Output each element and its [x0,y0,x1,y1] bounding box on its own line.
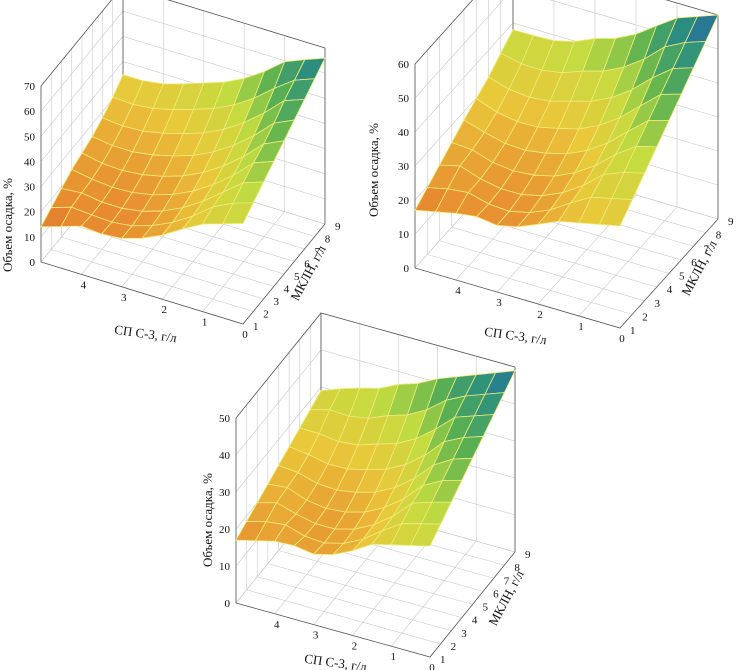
y-tick-label: 2 [263,309,269,321]
z-tick-label: 40 [219,450,231,462]
x-tick-label: 1 [202,317,208,329]
x-axis-title: СП С-3, г/л [484,324,549,348]
x-tick-label: 2 [537,309,543,321]
x-axis-title: СП С-3, г/л [304,651,369,670]
x-tick-label: 1 [578,321,584,333]
y-tick-label: 1 [253,321,259,333]
z-tick-label: 70 [24,81,36,93]
x-tick-label: 1 [390,651,396,663]
x-axis: 0 1 2 3 4 [455,285,625,345]
x-tick-label: 4 [455,285,461,297]
z-axis-title: Объем осадка, % [366,123,381,217]
y-tick-label: 3 [274,296,280,308]
y-tick-label: 4 [284,284,290,296]
y-tick-label: 9 [335,221,341,233]
surface-mesh [235,370,516,556]
y-tick-label: 3 [655,298,661,310]
y-tick-label: 1 [440,654,446,666]
surface-cell [409,523,442,547]
z-axis: 0 10 20 30 40 50 60 [398,59,410,275]
y-tick-label: 6 [493,588,499,600]
y-tick-label: 7 [315,246,321,258]
x-axis: 0 1 2 3 4 [81,279,249,341]
z-tick-label: 20 [24,207,36,219]
surface-cell [222,202,254,225]
z-tick-label: 0 [30,257,36,269]
y-tick-label: 8 [716,230,722,242]
z-tick-label: 50 [219,413,231,425]
surface-mesh [414,14,719,228]
x-tick-label: 3 [121,292,127,304]
y-tick-label: 2 [642,311,648,323]
z-axis: 0 10 20 30 40 50 [219,413,231,610]
y-tick-label: 9 [525,549,531,561]
z-tick-label: 30 [24,182,36,194]
z-axis-title: Объем осадка, % [200,473,215,567]
z-axis: 0 10 20 30 40 50 60 70 [24,81,36,269]
y-tick-label: 8 [514,562,520,574]
y-axis-title: МКЛН, г/л [678,237,720,298]
z-tick-label: 40 [398,127,410,139]
x-tick-label: 0 [242,329,248,341]
x-tick-label: 3 [313,630,319,642]
y-tick-label: 8 [325,234,331,246]
z-tick-label: 20 [398,195,410,207]
z-tick-label: 30 [398,161,410,173]
z-tick-label: 10 [24,232,36,244]
z-tick-label: 10 [398,229,410,241]
y-tick-label: 6 [304,259,310,271]
z-tick-label: 30 [219,487,231,499]
x-tick-label: 3 [496,297,502,309]
y-tick-label: 5 [294,271,300,283]
z-tick-label: 10 [219,561,231,573]
z-tick-label: 20 [219,524,231,536]
y-tick-label: 7 [504,575,510,587]
y-tick-label: 6 [691,257,697,269]
z-tick-label: 0 [225,598,231,610]
y-tick-label: 4 [667,284,673,296]
z-tick-label: 0 [404,263,410,275]
x-tick-label: 0 [429,662,435,670]
y-tick-label: 7 [704,243,710,255]
z-axis-title: Объем осадка, % [0,178,15,272]
surface-mesh [40,57,326,239]
x-tick-label: 2 [161,304,167,316]
z-tick-label: 60 [24,106,36,118]
y-tick-label: 3 [461,628,467,640]
y-tick-label: 5 [679,271,685,283]
x-tick-label: 2 [352,640,358,652]
x-axis: 0 1 2 3 4 [274,619,435,670]
y-tick-label: 4 [472,615,478,627]
z-tick-label: 50 [24,131,36,143]
y-tick-label: 9 [728,216,734,228]
z-tick-label: 60 [398,59,410,71]
surface-cell [598,198,633,227]
z-tick-label: 40 [24,156,36,168]
y-tick-label: 2 [451,641,457,653]
y-tick-label: 5 [483,602,489,614]
y-tick-label: 1 [630,325,636,337]
x-tick-label: 4 [81,279,87,291]
z-tick-label: 50 [398,93,410,105]
x-tick-label: 4 [274,619,280,631]
x-tick-label: 0 [619,333,625,345]
x-axis-title: СП С-3, г/л [114,322,179,346]
